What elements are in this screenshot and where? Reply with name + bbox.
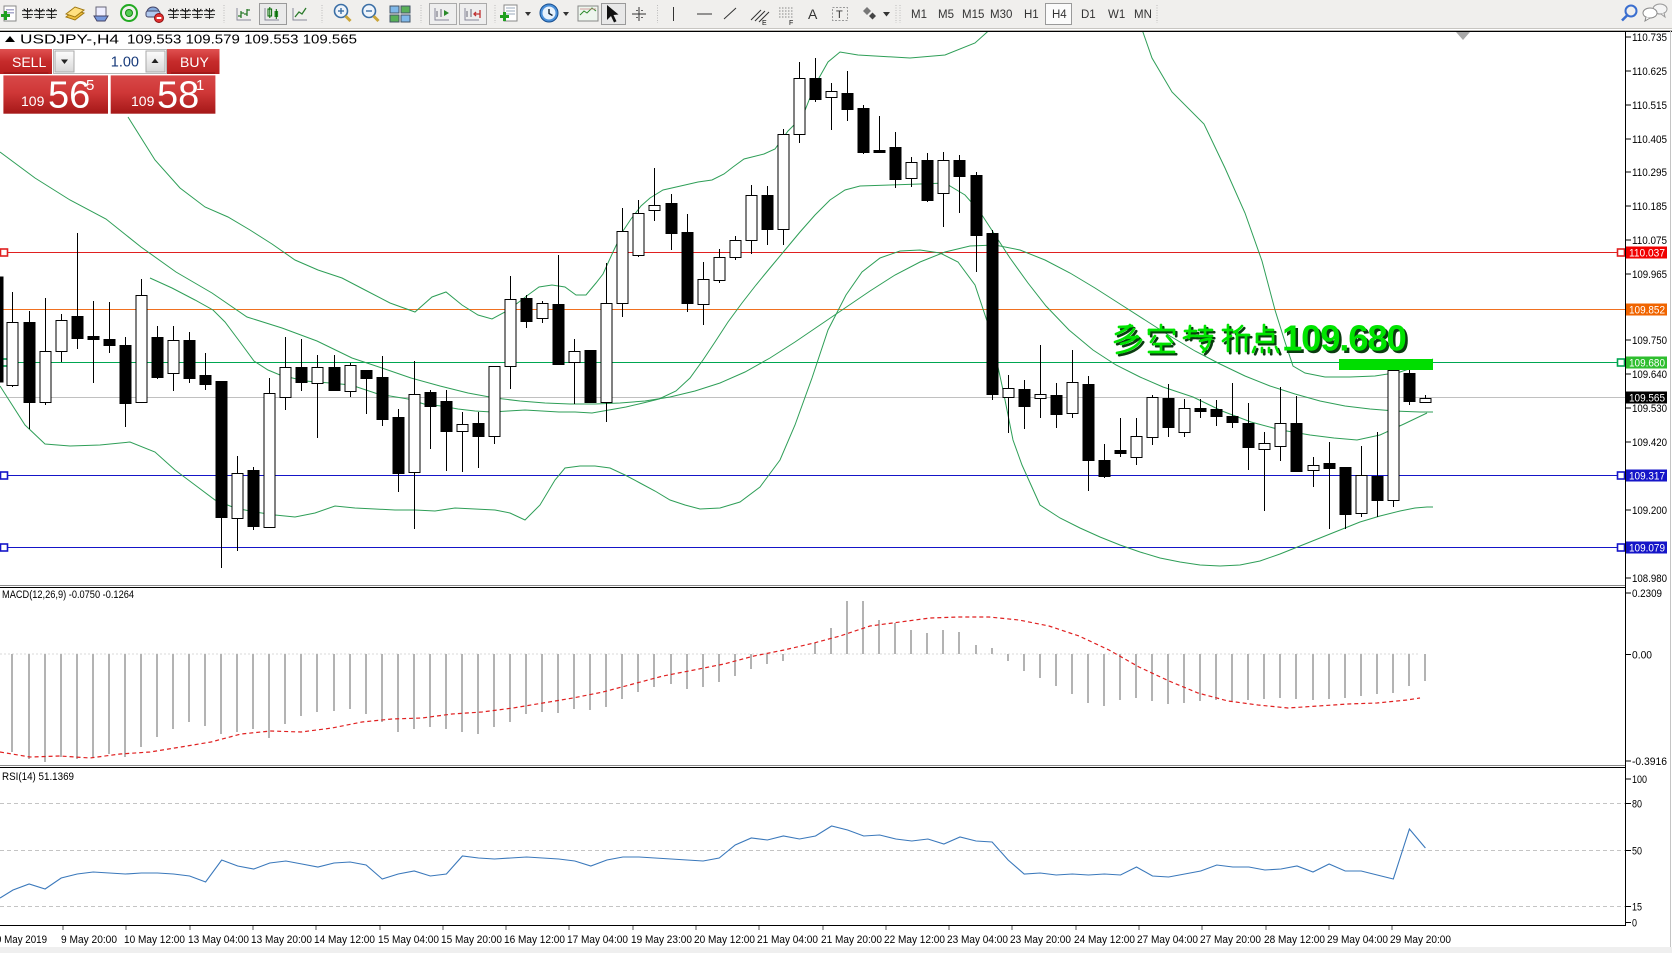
svg-text:110.735: 110.735 [1632,32,1667,44]
svg-text:109.079: 109.079 [1629,543,1665,555]
svg-text:14 May 12:00: 14 May 12:00 [314,934,375,946]
svg-text:A: A [808,6,818,22]
svg-text:100: 100 [1632,774,1647,786]
svg-text:0: 0 [1632,918,1637,930]
svg-text:F: F [789,20,793,27]
svg-text:109.553 109.579 109.553 109.56: 109.553 109.579 109.553 109.565 [127,32,357,47]
svg-text:21 May 20:00: 21 May 20:00 [821,934,882,946]
svg-text:110.515: 110.515 [1632,100,1667,112]
svg-text:0.2309: 0.2309 [1632,588,1662,600]
svg-text:9 May 20:00: 9 May 20:00 [61,934,117,946]
svg-text:19 May 23:00: 19 May 23:00 [631,934,692,946]
svg-text:110.295: 110.295 [1632,167,1667,179]
svg-text:29 May 20:00: 29 May 20:00 [1390,934,1451,946]
svg-text:109.530: 109.530 [1632,403,1667,415]
svg-text:109: 109 [21,93,45,109]
svg-text:23 May 20:00: 23 May 20:00 [1010,934,1071,946]
svg-text:M1: M1 [911,9,927,21]
svg-text:15 May 04:00: 15 May 04:00 [378,934,439,946]
svg-text:-0.3916: -0.3916 [1632,756,1667,768]
svg-text:23 May 04:00: 23 May 04:00 [947,934,1008,946]
svg-text:RSI(14) 51.1369: RSI(14) 51.1369 [2,771,74,783]
svg-text:15 May 20:00: 15 May 20:00 [441,934,502,946]
svg-text:56: 56 [48,75,90,117]
svg-text:E: E [762,20,767,27]
svg-text:109.680: 109.680 [1285,320,1409,361]
svg-text:109.200: 109.200 [1632,505,1667,517]
svg-text:109: 109 [131,93,155,109]
svg-text:M15: M15 [962,9,984,21]
svg-text:109.680: 109.680 [1282,318,1406,359]
svg-text:110.405: 110.405 [1632,134,1667,146]
svg-text:110.185: 110.185 [1632,201,1667,213]
svg-text:H4: H4 [1052,9,1067,21]
svg-text:SELL: SELL [12,54,46,70]
svg-text:109.317: 109.317 [1629,471,1665,483]
svg-text:27 May 20:00: 27 May 20:00 [1200,934,1261,946]
svg-text:28 May 12:00: 28 May 12:00 [1264,934,1325,946]
svg-text:58: 58 [157,75,199,117]
svg-text:29 May 04:00: 29 May 04:00 [1327,934,1388,946]
svg-text:109.420: 109.420 [1632,437,1667,449]
svg-text:15: 15 [1632,902,1642,914]
svg-text:BUY: BUY [180,54,209,70]
svg-text:21 May 04:00: 21 May 04:00 [757,934,818,946]
svg-text:M30: M30 [990,9,1012,21]
svg-text:1.00: 1.00 [111,55,139,71]
svg-text:17 May 04:00: 17 May 04:00 [567,934,628,946]
svg-text:MACD(12,26,9) -0.0750 -0.1264: MACD(12,26,9) -0.0750 -0.1264 [2,589,134,601]
svg-text:USDJPY-,H4: USDJPY-,H4 [20,32,119,47]
svg-text:13 May 04:00: 13 May 04:00 [188,934,249,946]
svg-text:20 May 12:00: 20 May 12:00 [694,934,755,946]
svg-text:109.565: 109.565 [1629,393,1665,405]
svg-text:108.980: 108.980 [1632,573,1667,585]
svg-text:109.640: 109.640 [1632,369,1667,381]
svg-text:50: 50 [1632,846,1642,858]
svg-text:MN: MN [1134,9,1152,21]
svg-text:109.852: 109.852 [1629,305,1665,317]
svg-text:109.680: 109.680 [1629,358,1665,370]
svg-text:13 May 20:00: 13 May 20:00 [251,934,312,946]
svg-text:10 May 12:00: 10 May 12:00 [124,934,185,946]
svg-text:109.965: 109.965 [1632,269,1667,281]
svg-text:1: 1 [196,77,204,94]
svg-text:27 May 04:00: 27 May 04:00 [1137,934,1198,946]
svg-text:9 May 2019: 9 May 2019 [0,934,47,946]
svg-text:M5: M5 [938,9,954,21]
svg-text:110.037: 110.037 [1629,248,1665,260]
svg-text:110.075: 110.075 [1632,235,1667,247]
svg-text:16 May 12:00: 16 May 12:00 [504,934,565,946]
svg-text:W1: W1 [1108,9,1125,21]
svg-text:109.750: 109.750 [1632,335,1667,347]
svg-text:110.625: 110.625 [1632,66,1667,78]
svg-text:H1: H1 [1024,9,1039,21]
svg-text:T: T [836,9,843,21]
svg-text:D1: D1 [1081,9,1096,21]
svg-text:5: 5 [86,77,94,94]
svg-text:24 May 12:00: 24 May 12:00 [1074,934,1135,946]
svg-text:22 May 12:00: 22 May 12:00 [884,934,945,946]
svg-text:0.00: 0.00 [1632,650,1652,662]
svg-text:80: 80 [1632,799,1642,811]
